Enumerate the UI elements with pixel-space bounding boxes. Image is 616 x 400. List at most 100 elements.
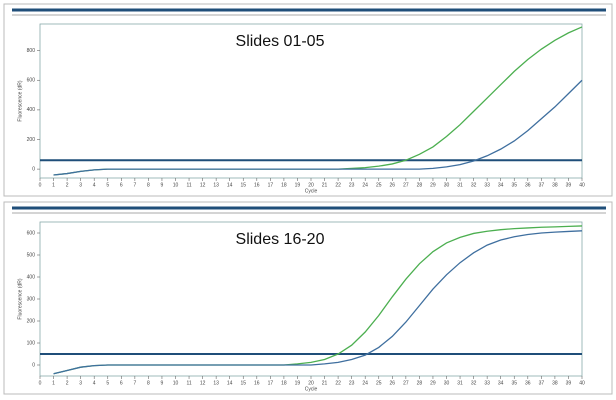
x-tick-label: 29 <box>430 380 436 386</box>
x-tick-label: 10 <box>173 380 179 386</box>
x-tick-label: 21 <box>322 182 328 188</box>
x-tick-label: 35 <box>511 182 517 188</box>
x-tick-label: 5 <box>106 380 109 386</box>
x-tick-label: 8 <box>147 182 150 188</box>
x-tick-label: 15 <box>240 380 246 386</box>
x-tick-label: 35 <box>511 380 517 386</box>
x-tick-label: 27 <box>403 380 409 386</box>
x-tick-label: 37 <box>539 380 545 386</box>
x-tick-label: 6 <box>120 380 123 386</box>
y-tick-label: 300 <box>27 296 36 302</box>
y-tick-label: 100 <box>27 340 36 346</box>
y-tick-label: 400 <box>27 107 36 113</box>
x-tick-label: 26 <box>390 380 396 386</box>
x-tick-label: 17 <box>268 380 274 386</box>
x-tick-label: 2 <box>66 380 69 386</box>
y-tick-label: 0 <box>32 362 35 368</box>
x-tick-label: 40 <box>579 182 585 188</box>
x-tick-label: 19 <box>295 380 301 386</box>
x-tick-label: 1 <box>52 380 55 386</box>
y-axis-label: Fluorescence (dR) <box>17 278 23 319</box>
x-tick-label: 31 <box>457 182 463 188</box>
x-tick-label: 34 <box>498 182 504 188</box>
x-tick-label: 30 <box>444 182 450 188</box>
chart-title: Slides 16-20 <box>236 231 325 248</box>
curve <box>53 230 583 375</box>
x-tick-label: 9 <box>161 380 164 386</box>
x-tick-label: 25 <box>376 182 382 188</box>
x-tick-label: 37 <box>539 182 545 188</box>
x-tick-label: 14 <box>227 182 233 188</box>
x-tick-label: 23 <box>349 182 355 188</box>
x-tick-label: 29 <box>430 182 436 188</box>
x-tick-label: 7 <box>133 380 136 386</box>
x-tick-label: 5 <box>106 182 109 188</box>
x-tick-label: 28 <box>417 182 423 188</box>
x-tick-label: 36 <box>525 182 531 188</box>
x-tick-label: 32 <box>471 380 477 386</box>
x-tick-label: 7 <box>133 182 136 188</box>
x-tick-label: 6 <box>120 182 123 188</box>
x-tick-label: 20 <box>308 380 314 386</box>
x-tick-label: 22 <box>335 380 341 386</box>
x-tick-label: 31 <box>457 380 463 386</box>
x-tick-label: 14 <box>227 380 233 386</box>
x-tick-label: 13 <box>213 182 219 188</box>
y-tick-label: 200 <box>27 137 36 143</box>
plot-area <box>39 23 583 179</box>
x-tick-label: 0 <box>39 182 42 188</box>
x-axis-label: Cycle <box>305 386 318 392</box>
x-tick-label: 18 <box>281 182 287 188</box>
x-tick-label: 10 <box>173 182 179 188</box>
x-tick-label: 33 <box>484 182 490 188</box>
y-tick-label: 200 <box>27 318 36 324</box>
curve <box>53 79 583 176</box>
x-tick-label: 36 <box>525 380 531 386</box>
x-tick-label: 4 <box>93 182 96 188</box>
x-tick-label: 16 <box>254 380 260 386</box>
y-tick-label: 0 <box>32 166 35 172</box>
x-tick-label: 24 <box>362 182 368 188</box>
x-tick-label: 1 <box>52 182 55 188</box>
x-tick-label: 38 <box>552 380 558 386</box>
x-tick-label: 19 <box>295 182 301 188</box>
x-tick-label: 12 <box>200 182 206 188</box>
x-tick-label: 11 <box>186 380 191 386</box>
x-tick-label: 4 <box>93 380 96 386</box>
x-tick-label: 12 <box>200 380 206 386</box>
x-tick-label: 26 <box>390 182 396 188</box>
x-tick-label: 28 <box>417 380 423 386</box>
x-tick-label: 11 <box>186 182 191 188</box>
x-tick-label: 40 <box>579 380 585 386</box>
x-tick-label: 15 <box>240 182 246 188</box>
x-tick-label: 9 <box>161 182 164 188</box>
y-tick-label: 600 <box>27 230 36 236</box>
x-tick-label: 3 <box>79 182 82 188</box>
x-tick-label: 32 <box>471 182 477 188</box>
y-tick-label: 800 <box>27 48 36 54</box>
y-axis-label: Fluorescence (dR) <box>17 80 23 121</box>
x-tick-label: 24 <box>362 380 368 386</box>
x-tick-label: 0 <box>39 380 42 386</box>
x-tick-label: 27 <box>403 182 409 188</box>
x-tick-label: 17 <box>268 182 274 188</box>
x-tick-label: 30 <box>444 380 450 386</box>
x-tick-label: 16 <box>254 182 260 188</box>
x-tick-label: 25 <box>376 380 382 386</box>
x-tick-label: 33 <box>484 380 490 386</box>
x-tick-label: 20 <box>308 182 314 188</box>
y-tick-label: 400 <box>27 274 36 280</box>
plot-area <box>39 221 583 377</box>
x-tick-label: 34 <box>498 380 504 386</box>
chart-title: Slides 01-05 <box>236 33 325 50</box>
x-tick-label: 23 <box>349 380 355 386</box>
x-tick-label: 38 <box>552 182 558 188</box>
x-tick-label: 8 <box>147 380 150 386</box>
x-axis-label: Cycle <box>305 188 318 194</box>
x-tick-label: 18 <box>281 380 287 386</box>
x-tick-label: 22 <box>335 182 341 188</box>
x-tick-label: 3 <box>79 380 82 386</box>
x-tick-label: 39 <box>566 380 572 386</box>
x-tick-label: 13 <box>213 380 219 386</box>
